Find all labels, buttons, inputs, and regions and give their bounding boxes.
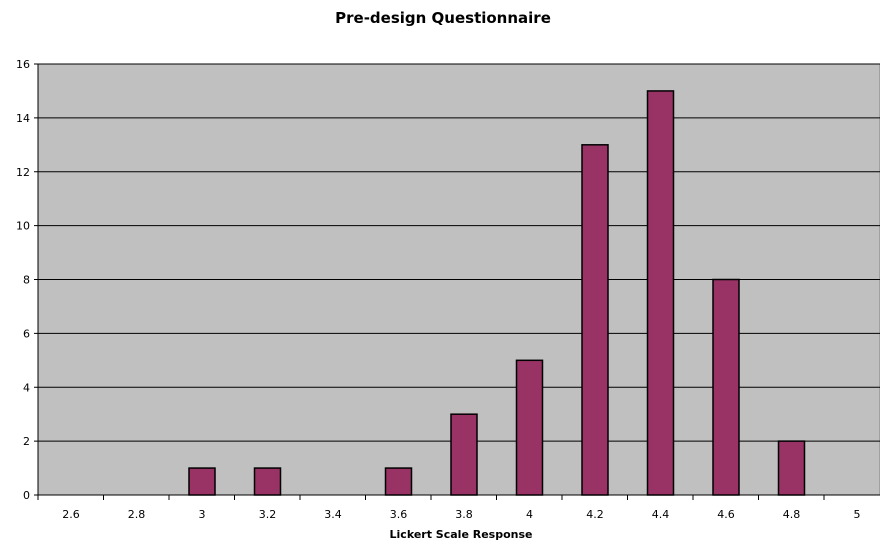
x-tick-label-4.2: 4.2 [586,508,604,521]
y-tick-label-8: 8 [23,274,30,287]
y-tick-label-6: 6 [23,327,30,340]
y-tick-label-14: 14 [16,112,30,125]
y-tick-label-2: 2 [23,435,30,448]
y-tick-label-0: 0 [23,489,30,502]
x-tick-label-4.6: 4.6 [717,508,735,521]
x-tick-label-5: 5 [854,508,861,521]
y-tick-label-10: 10 [16,220,30,233]
y-tick-label-4: 4 [23,381,30,394]
y-tick-label-16: 16 [16,58,30,71]
x-axis-title: Lickert Scale Response [390,528,533,541]
x-tick-label-3.8: 3.8 [455,508,473,521]
bar-4.8 [777,440,806,496]
bar-4.4 [646,90,675,496]
x-axis-ticks: 2.6 2.8 3 3.2 3.4 3.6 3.8 4 4.2 4.4 4.6 4.8 5 [37,495,861,521]
bar-3 [188,467,216,496]
x-tick-label-4: 4 [526,508,533,521]
bar-3.6 [384,467,413,496]
bar-4.2 [581,144,609,496]
x-tick-label-3: 3 [199,508,206,521]
x-tick-label-3.4: 3.4 [324,508,342,521]
x-tick-label-3.2: 3.2 [259,508,277,521]
x-tick-label-2.6: 2.6 [62,508,80,521]
bar-3.2 [253,467,282,496]
x-tick-label-4.4: 4.4 [652,508,670,521]
bar-4.6 [712,278,740,496]
x-tick-label-2.8: 2.8 [128,508,146,521]
x-tick-label-4.8: 4.8 [783,508,801,521]
chart-title: Pre-design Questionnaire [335,9,551,27]
bar-3.8 [450,413,478,496]
x-tick-label-3.6: 3.6 [390,508,408,521]
y-tick-label-12: 12 [16,166,30,179]
y-axis-ticks: 0 2 4 6 8 10 12 14 16 [16,58,38,502]
bar-4 [515,359,544,496]
